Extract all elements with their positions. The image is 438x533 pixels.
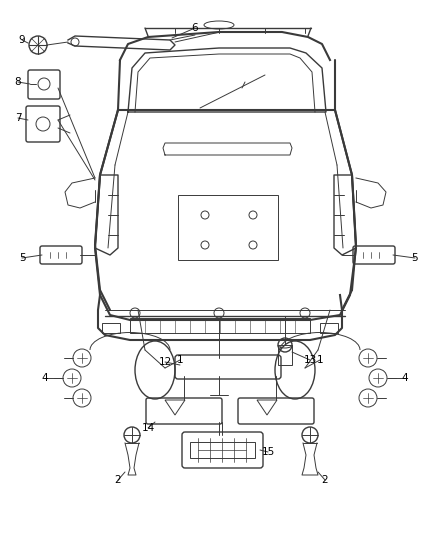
Text: 8: 8: [15, 77, 21, 87]
Text: 12: 12: [159, 357, 172, 367]
Text: 14: 14: [141, 423, 155, 433]
Text: 2: 2: [321, 475, 328, 485]
Bar: [102, 323, 120, 333]
Text: 4: 4: [402, 373, 408, 383]
Bar: [320, 323, 338, 333]
Text: 6: 6: [192, 23, 198, 33]
Bar: [190, 442, 255, 458]
Text: 13: 13: [304, 355, 317, 365]
Text: 1: 1: [317, 355, 323, 365]
Bar: [178, 195, 278, 260]
Text: 9: 9: [19, 35, 25, 45]
Text: 7: 7: [15, 113, 21, 123]
Bar: [130, 318, 310, 333]
Text: 5: 5: [19, 253, 25, 263]
Text: 5: 5: [412, 253, 418, 263]
Bar: [278, 345, 292, 365]
Text: 1: 1: [177, 355, 184, 365]
Text: 15: 15: [261, 447, 275, 457]
Text: 2: 2: [115, 475, 121, 485]
Text: 4: 4: [42, 373, 48, 383]
